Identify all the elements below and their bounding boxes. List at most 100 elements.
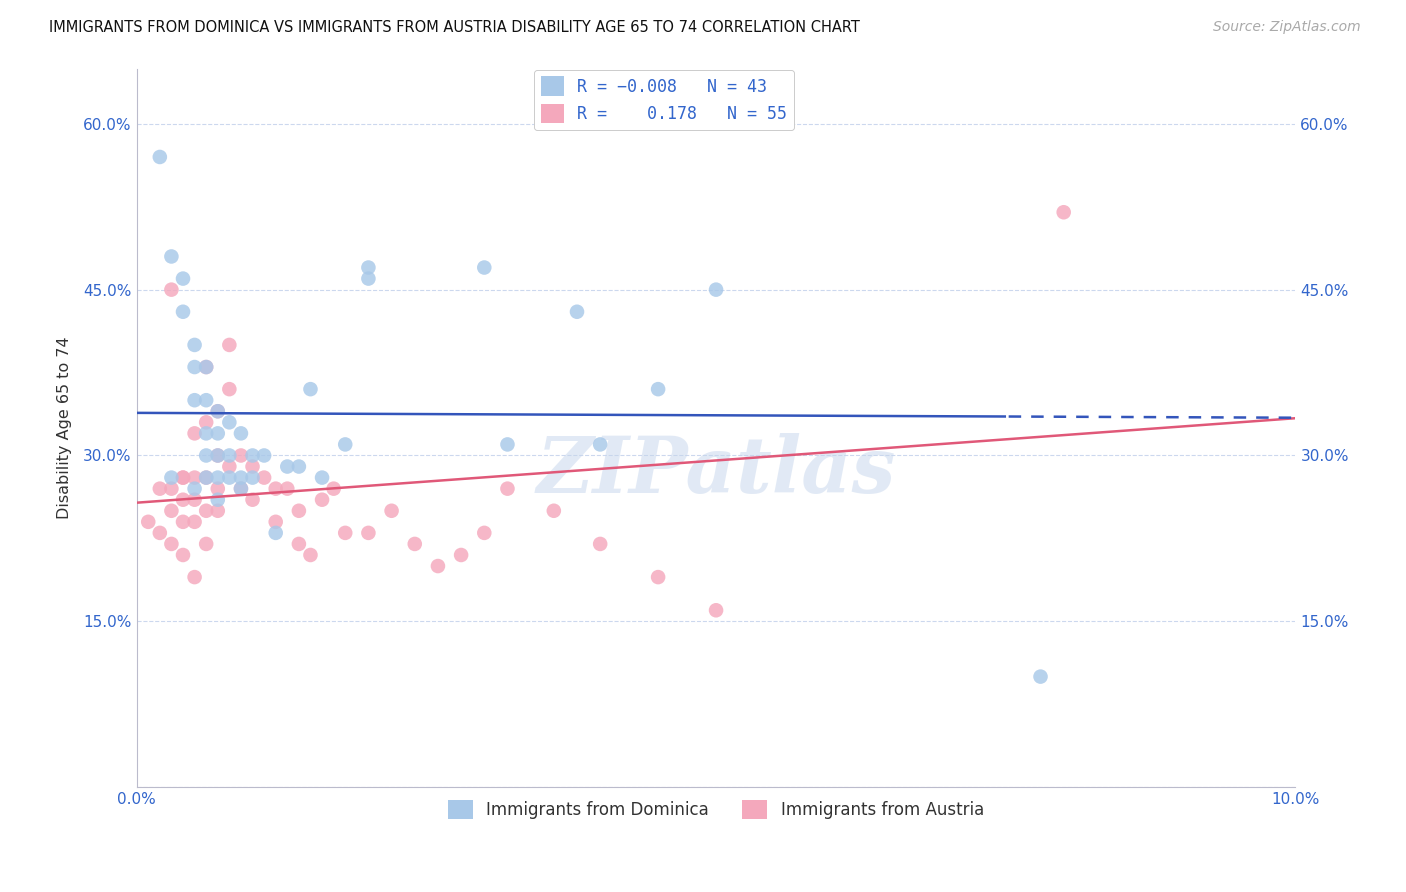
Point	[472, 525, 495, 540]
Point	[195, 359, 218, 374]
Point	[183, 338, 205, 352]
Point	[195, 504, 218, 518]
Point	[195, 470, 218, 484]
Point	[264, 482, 287, 496]
Text: Source: ZipAtlas.com: Source: ZipAtlas.com	[1213, 20, 1361, 34]
Point	[218, 415, 240, 429]
Point	[183, 515, 205, 529]
Point	[195, 449, 218, 463]
Point	[183, 426, 205, 441]
Point	[160, 504, 183, 518]
Point	[357, 271, 380, 285]
Point	[1029, 670, 1052, 684]
Point	[195, 415, 218, 429]
Point	[172, 271, 194, 285]
Y-axis label: Disability Age 65 to 74: Disability Age 65 to 74	[58, 336, 72, 519]
Point	[172, 470, 194, 484]
Point	[149, 150, 172, 164]
Point	[288, 537, 311, 551]
Point	[311, 470, 333, 484]
Point	[183, 570, 205, 584]
Point	[207, 404, 229, 418]
Point	[242, 470, 264, 484]
Point	[183, 393, 205, 408]
Point	[335, 525, 357, 540]
Point	[218, 459, 240, 474]
Point	[357, 525, 380, 540]
Point	[229, 470, 252, 484]
Point	[195, 426, 218, 441]
Point	[496, 437, 519, 451]
Point	[207, 426, 229, 441]
Point	[160, 250, 183, 264]
Legend: Immigrants from Dominica, Immigrants from Austria: Immigrants from Dominica, Immigrants fro…	[441, 793, 991, 826]
Point	[253, 449, 276, 463]
Point	[218, 470, 240, 484]
Point	[183, 359, 205, 374]
Point	[183, 470, 205, 484]
Point	[195, 359, 218, 374]
Point	[450, 548, 472, 562]
Point	[172, 492, 194, 507]
Point	[472, 260, 495, 275]
Point	[288, 459, 311, 474]
Point	[207, 492, 229, 507]
Point	[322, 482, 344, 496]
Point	[183, 492, 205, 507]
Point	[160, 470, 183, 484]
Point	[647, 570, 669, 584]
Point	[704, 283, 727, 297]
Point	[335, 437, 357, 451]
Point	[357, 260, 380, 275]
Point	[704, 603, 727, 617]
Point	[404, 537, 426, 551]
Point	[276, 482, 298, 496]
Text: IMMIGRANTS FROM DOMINICA VS IMMIGRANTS FROM AUSTRIA DISABILITY AGE 65 TO 74 CORR: IMMIGRANTS FROM DOMINICA VS IMMIGRANTS F…	[49, 20, 860, 35]
Point	[172, 470, 194, 484]
Point	[276, 459, 298, 474]
Point	[183, 482, 205, 496]
Point	[218, 382, 240, 396]
Point	[149, 482, 172, 496]
Point	[589, 537, 612, 551]
Point	[1053, 205, 1076, 219]
Point	[589, 437, 612, 451]
Point	[207, 449, 229, 463]
Point	[207, 482, 229, 496]
Point	[160, 283, 183, 297]
Point	[160, 482, 183, 496]
Point	[207, 449, 229, 463]
Point	[242, 459, 264, 474]
Point	[288, 504, 311, 518]
Point	[172, 305, 194, 319]
Point	[207, 470, 229, 484]
Point	[311, 492, 333, 507]
Point	[218, 449, 240, 463]
Point	[264, 515, 287, 529]
Text: ZIPatlas: ZIPatlas	[536, 433, 896, 509]
Point	[229, 482, 252, 496]
Point	[242, 449, 264, 463]
Point	[172, 548, 194, 562]
Point	[647, 382, 669, 396]
Point	[381, 504, 404, 518]
Point	[229, 426, 252, 441]
Point	[172, 515, 194, 529]
Point	[136, 515, 159, 529]
Point	[543, 504, 565, 518]
Point	[242, 492, 264, 507]
Point	[426, 559, 449, 574]
Point	[195, 393, 218, 408]
Point	[496, 482, 519, 496]
Point	[207, 504, 229, 518]
Point	[149, 525, 172, 540]
Point	[229, 449, 252, 463]
Point	[299, 548, 322, 562]
Point	[565, 305, 588, 319]
Point	[264, 525, 287, 540]
Point	[195, 537, 218, 551]
Point	[229, 482, 252, 496]
Point	[218, 338, 240, 352]
Point	[195, 470, 218, 484]
Point	[207, 404, 229, 418]
